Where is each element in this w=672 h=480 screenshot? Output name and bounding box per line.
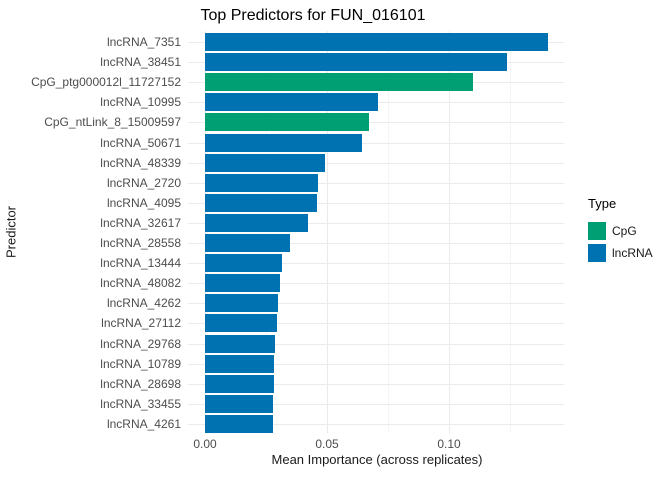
bar-lncRNA_10789	[205, 355, 274, 373]
bar-CpG_ptg000012l_11727152	[205, 73, 473, 91]
x-axis-tick-label: 0.05	[315, 437, 339, 451]
legend: Type CpG lncRNA	[588, 196, 653, 266]
bar-lncRNA_4262	[205, 294, 278, 312]
bar-lncRNA_48082	[205, 274, 280, 292]
legend-key-cpg	[588, 222, 606, 240]
x-minor-gridline	[266, 31, 267, 433]
y-axis-label: CpG_ntLink_8_15009597	[44, 115, 181, 129]
y-axis-label: lncRNA_10995	[100, 95, 181, 109]
y-axis-label: lncRNA_7351	[106, 35, 181, 49]
y-axis-label: CpG_ptg000012l_11727152	[31, 75, 181, 89]
legend-key-lncrna	[588, 244, 606, 262]
bar-lncRNA_28558	[205, 234, 290, 252]
bar-lncRNA_10995	[205, 93, 378, 111]
bar-lncRNA_2720	[205, 174, 318, 192]
legend-label: lncRNA	[612, 246, 653, 260]
y-axis-label: lncRNA_28558	[100, 236, 181, 250]
x-major-gridline	[449, 31, 450, 433]
bar-lncRNA_32617	[205, 214, 308, 232]
chart-title: Top Predictors for FUN_016101	[200, 7, 426, 24]
legend-items: CpG lncRNA	[588, 222, 653, 262]
x-axis-title: Mean Importance (across replicates)	[271, 452, 483, 467]
y-axis-label: lncRNA_48339	[100, 156, 181, 170]
x-axis-tick-label: 0.00	[193, 437, 217, 451]
y-major-gridline	[188, 183, 564, 184]
y-axis-label: lncRNA_38451	[100, 55, 181, 69]
y-major-gridline	[188, 283, 564, 284]
plot-panel	[188, 31, 564, 433]
y-axis-label: lncRNA_4261	[106, 417, 181, 431]
y-major-gridline	[188, 303, 564, 304]
legend-title: Type	[588, 196, 617, 211]
bar-lncRNA_4261	[205, 415, 273, 433]
y-axis-label: lncRNA_2720	[106, 176, 181, 190]
y-major-gridline	[188, 122, 564, 123]
legend-label: CpG	[612, 224, 637, 238]
bar-lncRNA_7351	[205, 33, 548, 51]
x-major-gridline	[327, 31, 328, 433]
y-major-gridline	[188, 203, 564, 204]
bar-lncRNA_4095	[205, 194, 317, 212]
bar-lncRNA_28698	[205, 375, 274, 393]
y-axis-label: lncRNA_48082	[100, 276, 181, 290]
y-major-gridline	[188, 323, 564, 324]
y-major-gridline	[188, 404, 564, 405]
bar-lncRNA_38451	[205, 53, 507, 71]
y-axis-label: lncRNA_10789	[100, 357, 181, 371]
bar-lncRNA_13444	[205, 254, 282, 272]
y-major-gridline	[188, 384, 564, 385]
y-major-gridline	[188, 364, 564, 365]
y-axis-label: lncRNA_50671	[100, 136, 181, 150]
y-axis-label: lncRNA_32617	[100, 216, 181, 230]
y-major-gridline	[188, 243, 564, 244]
y-major-gridline	[188, 263, 564, 264]
x-minor-gridline	[388, 31, 389, 433]
y-axis-label: lncRNA_4095	[106, 196, 181, 210]
y-major-gridline	[188, 163, 564, 164]
y-major-gridline	[188, 143, 564, 144]
x-minor-gridline	[510, 31, 511, 433]
y-major-gridline	[188, 223, 564, 224]
y-major-gridline	[188, 344, 564, 345]
bar-CpG_ntLink_8_15009597	[205, 113, 369, 131]
y-axis-label: lncRNA_4262	[106, 296, 181, 310]
y-major-gridline	[188, 424, 564, 425]
bar-lncRNA_27112	[205, 314, 277, 332]
y-axis-label: lncRNA_27112	[101, 316, 181, 330]
bar-lncRNA_48339	[205, 154, 325, 172]
legend-item-lncrna: lncRNA	[588, 244, 653, 262]
x-axis-tick-label: 0.10	[437, 437, 461, 451]
bar-lncRNA_50671	[205, 134, 362, 152]
y-axis-label: lncRNA_13444	[100, 256, 181, 270]
bar-lncRNA_29768	[205, 335, 275, 353]
legend-item-cpg: CpG	[588, 222, 653, 240]
y-axis-title: Predictor	[3, 205, 19, 259]
x-major-gridline	[205, 31, 206, 433]
y-axis-label: lncRNA_29768	[100, 337, 181, 351]
bar-lncRNA_33455	[205, 395, 273, 413]
y-axis-label: lncRNA_33455	[100, 397, 181, 411]
y-axis-label: lncRNA_28698	[100, 377, 181, 391]
